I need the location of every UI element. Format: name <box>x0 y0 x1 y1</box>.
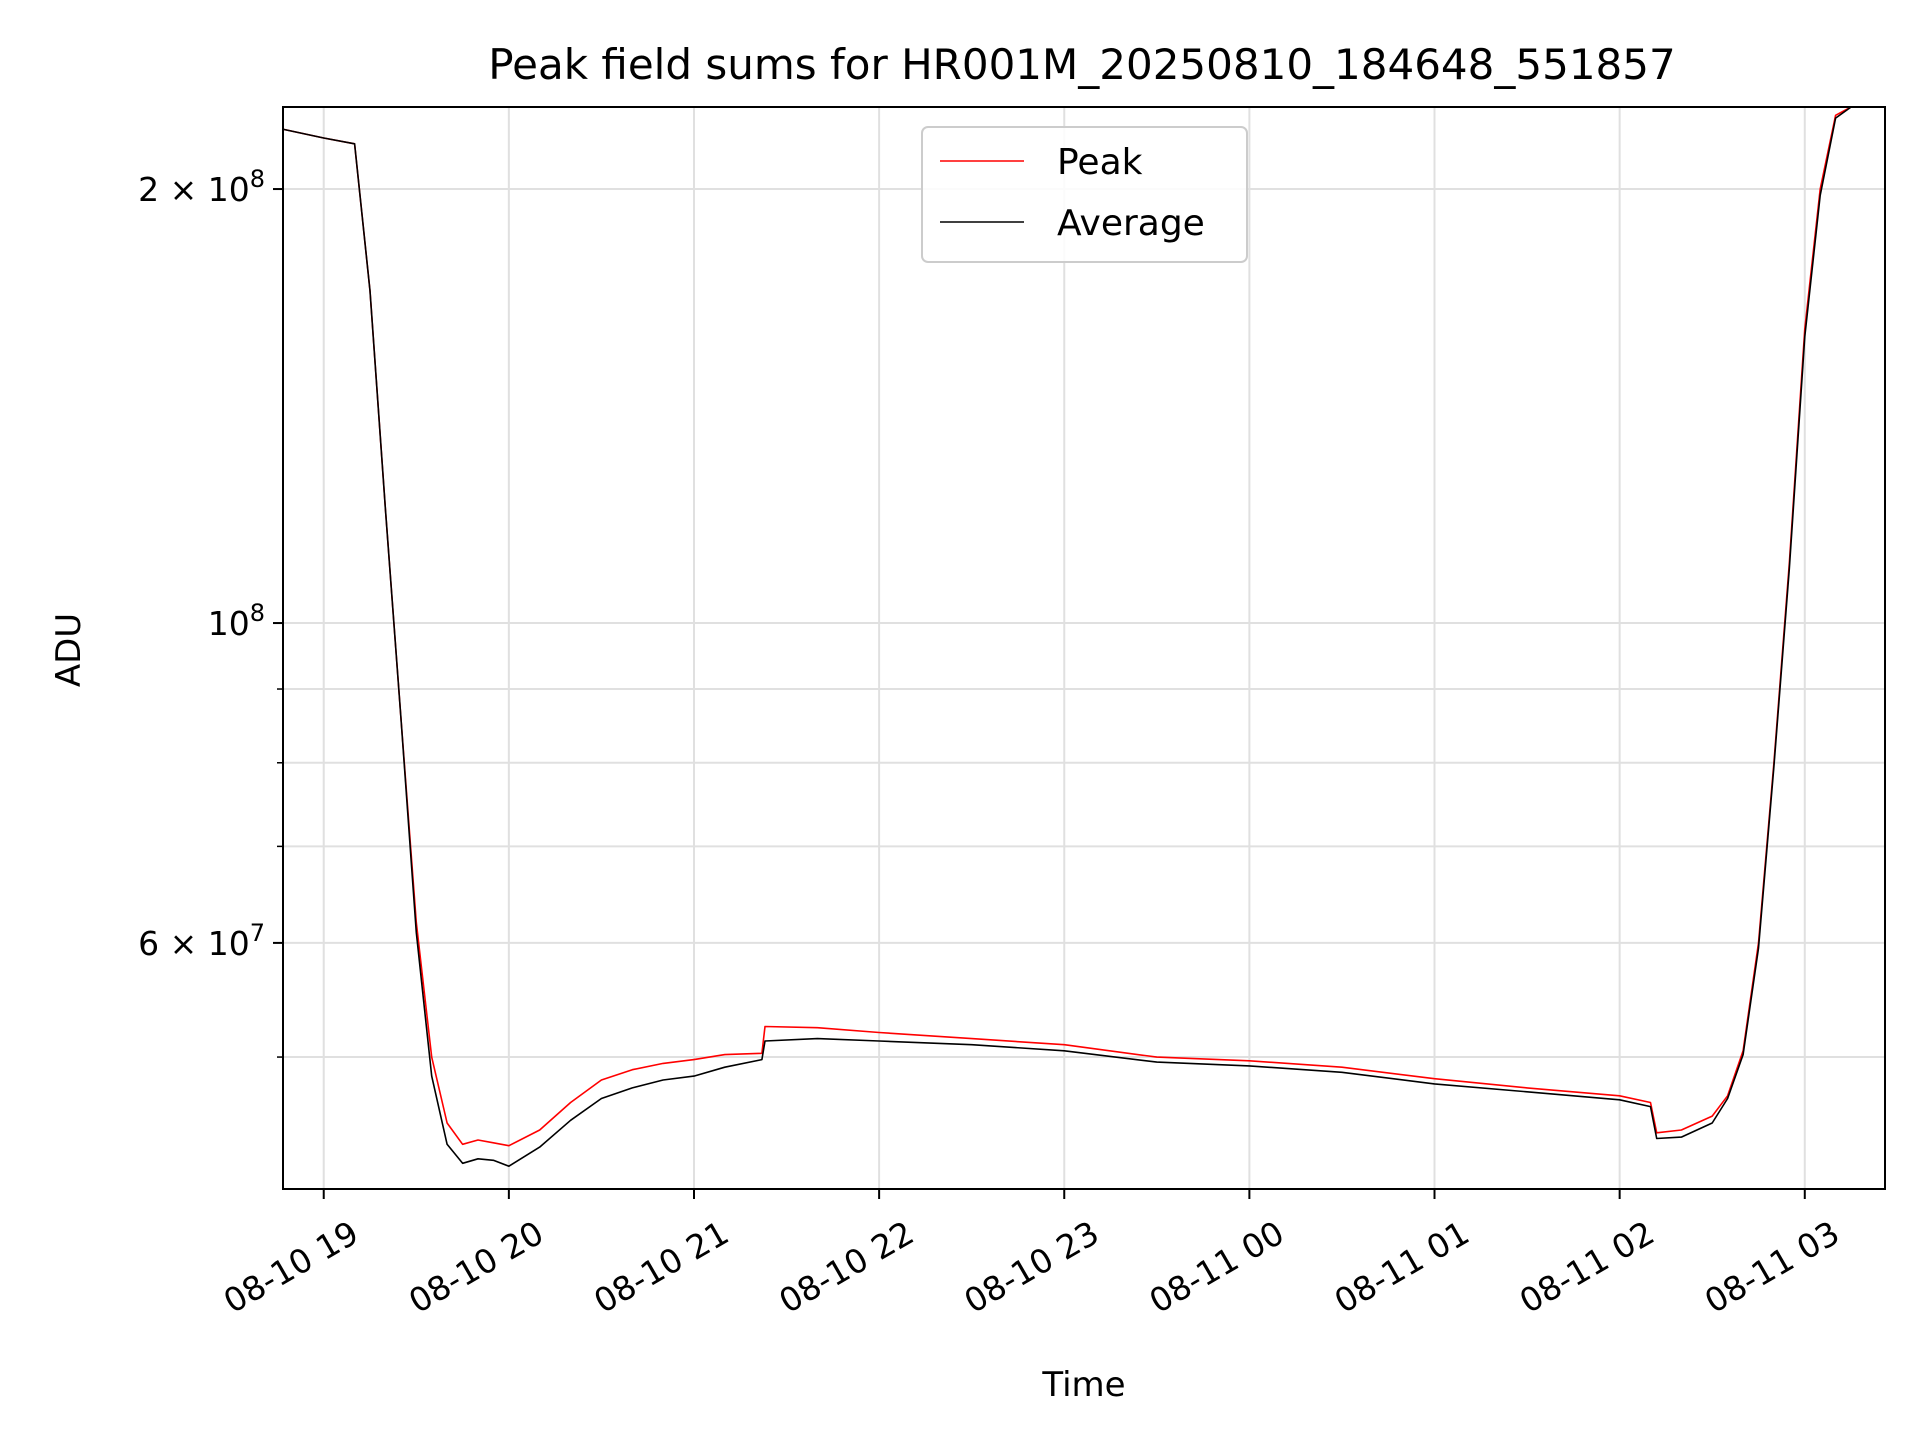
y-axis-label: ADU <box>49 613 89 687</box>
legend-label-peak: Peak <box>1057 142 1143 183</box>
series-line-peak <box>283 106 1852 1147</box>
y-tick-base: 2 × 10 <box>138 170 250 209</box>
plot-frame <box>282 106 1886 1190</box>
legend-label-average: Average <box>1057 203 1205 244</box>
y-tick-base: 10 <box>208 604 250 643</box>
series-layer <box>283 106 1852 1167</box>
grid <box>283 107 1885 1189</box>
y-tick-exponent: 8 <box>250 165 265 193</box>
y-tick-exponent: 8 <box>250 599 265 627</box>
y-tick-label: 6 × 107 <box>138 919 265 963</box>
y-tick-label: 108 <box>208 599 265 643</box>
x-axis-label: Time <box>1041 1365 1125 1405</box>
y-tick-base: 6 × 10 <box>138 924 250 963</box>
chart-title: Peak field sums for HR001M_20250810_1846… <box>488 40 1675 89</box>
series-line-average <box>283 106 1852 1167</box>
y-tick-label: 2 × 108 <box>138 165 265 209</box>
y-tick-exponent: 7 <box>250 919 265 947</box>
legend: Peak Average <box>921 126 1248 263</box>
